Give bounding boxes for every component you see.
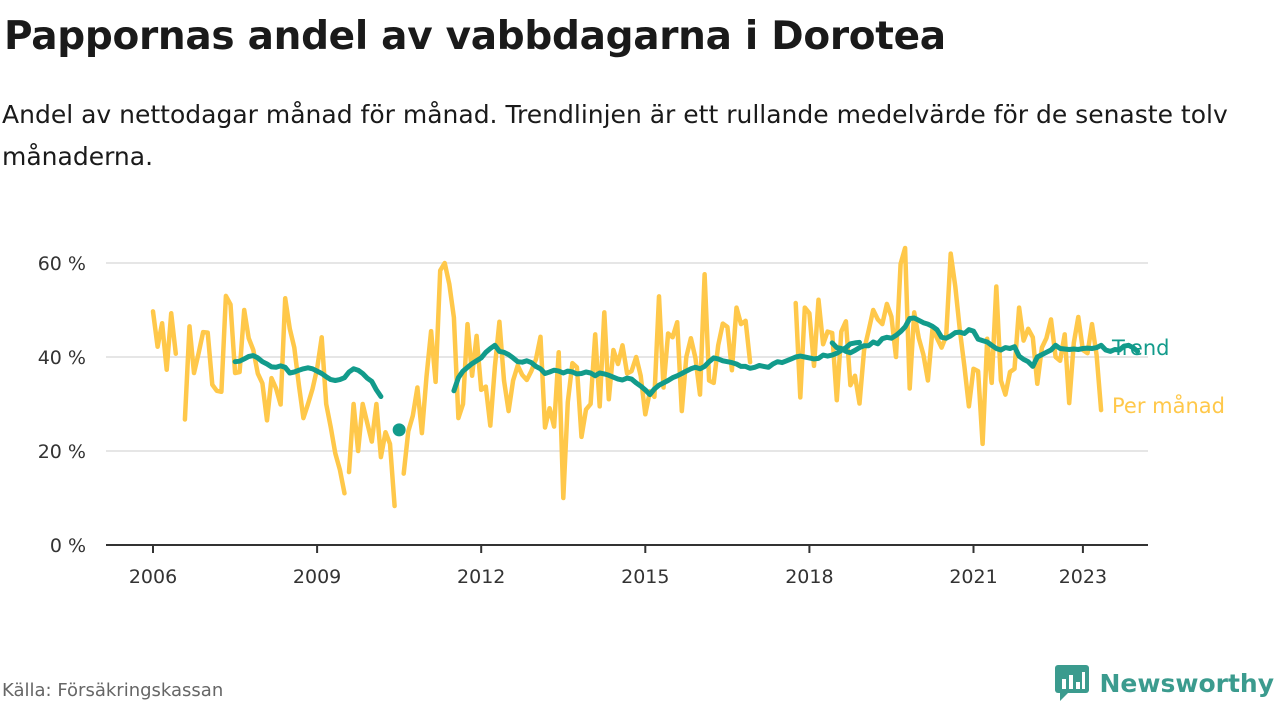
y-tick-label: 60 % xyxy=(38,253,86,275)
trend-line xyxy=(451,339,862,398)
bar-chart-logo-icon xyxy=(1054,665,1089,701)
trend-point xyxy=(392,423,406,437)
series-labels: Trend Per månad xyxy=(1111,336,1225,418)
brand-name: Newsworthy xyxy=(1099,668,1275,698)
x-tick-label: 2012 xyxy=(457,566,505,588)
y-tick-label: 0 % xyxy=(50,535,86,557)
x-tick-label: 2015 xyxy=(621,566,669,588)
grid-lines xyxy=(106,262,1148,452)
x-tick-label: 2009 xyxy=(293,566,341,588)
y-tick-label: 40 % xyxy=(38,347,86,369)
x-tick-label: 2006 xyxy=(129,566,177,588)
source-note: Källa: Försäkringskassan xyxy=(2,680,224,701)
monthly-line xyxy=(401,260,753,501)
axes: 0 % 20 % 40 % 60 % 2006 2009 2012 2015 2018 2021 2… xyxy=(38,253,1148,588)
monthly-line xyxy=(346,401,397,509)
series-lines xyxy=(150,245,1141,509)
newsworthy-logo[interactable]: Newsworthy xyxy=(1054,664,1275,702)
monthly-line xyxy=(150,309,179,372)
trend-line xyxy=(829,315,1141,369)
x-tick-label: 2021 xyxy=(949,566,997,588)
trend-line xyxy=(232,353,384,399)
x-tick-label: 2023 xyxy=(1059,566,1107,588)
monthly-line xyxy=(793,245,1104,447)
monthly-line xyxy=(182,293,347,496)
x-tick-label: 2018 xyxy=(785,566,833,588)
chart-title: Pappornas andel av vabbdagarna i Dorotea xyxy=(4,14,946,59)
trend-series-label: Trend xyxy=(1111,336,1169,360)
monthly-series-label: Per månad xyxy=(1112,393,1225,418)
chart-subtitle: Andel av nettodagar månad för månad. Tre… xyxy=(2,100,1228,171)
y-tick-label: 20 % xyxy=(38,441,86,463)
